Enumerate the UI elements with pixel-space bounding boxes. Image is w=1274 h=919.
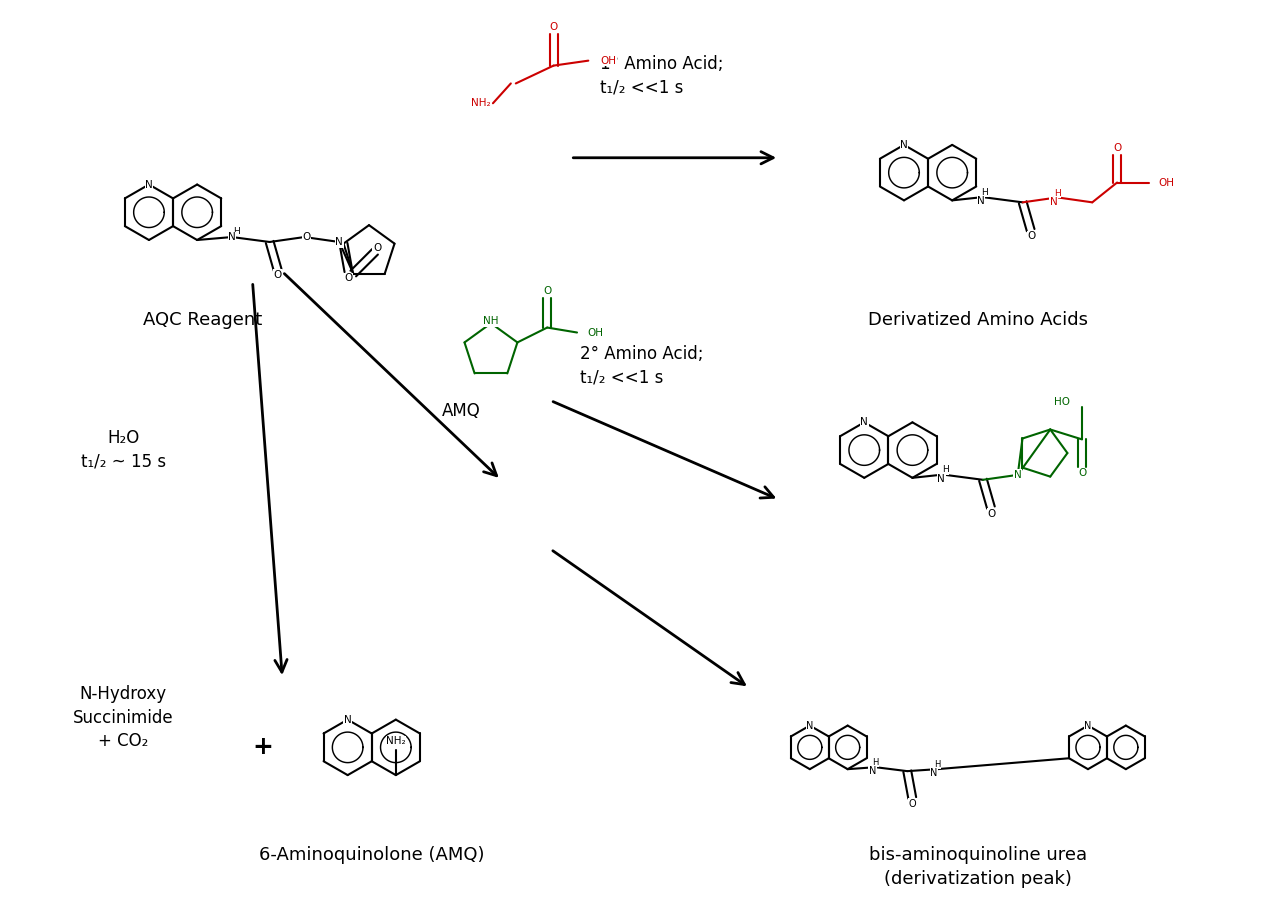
Text: OH: OH bbox=[1159, 177, 1175, 187]
Text: O: O bbox=[543, 286, 552, 296]
Text: O: O bbox=[549, 22, 558, 32]
Text: O: O bbox=[274, 269, 282, 279]
Text: bis-aminoquinoline urea
(derivatization peak): bis-aminoquinoline urea (derivatization … bbox=[869, 846, 1087, 888]
Text: O: O bbox=[908, 799, 916, 809]
Text: N: N bbox=[860, 417, 868, 427]
Text: NH₂: NH₂ bbox=[471, 98, 490, 108]
Text: O: O bbox=[1078, 468, 1087, 478]
Text: H: H bbox=[981, 188, 989, 197]
Text: N: N bbox=[930, 768, 938, 778]
Text: N-Hydroxy
Succinimide
+ CO₂: N-Hydroxy Succinimide + CO₂ bbox=[73, 685, 173, 750]
Text: O: O bbox=[1028, 231, 1036, 241]
Text: N: N bbox=[901, 140, 908, 150]
Text: N: N bbox=[228, 232, 236, 242]
Text: 2° Amino Acid;
t₁/₂ <<1 s: 2° Amino Acid; t₁/₂ <<1 s bbox=[581, 345, 703, 387]
Text: H₂O
t₁/₂ ~ 15 s: H₂O t₁/₂ ~ 15 s bbox=[80, 429, 166, 471]
Text: Derivatized Amino Acids: Derivatized Amino Acids bbox=[868, 312, 1088, 329]
Text: O: O bbox=[373, 243, 381, 253]
Text: O: O bbox=[344, 273, 353, 283]
Text: N: N bbox=[1014, 470, 1022, 480]
Text: O: O bbox=[987, 508, 996, 518]
Text: O: O bbox=[1113, 142, 1121, 153]
Text: OH: OH bbox=[587, 327, 603, 337]
Text: N: N bbox=[335, 237, 343, 247]
Text: N: N bbox=[977, 197, 985, 207]
Text: +: + bbox=[252, 735, 273, 759]
Text: N: N bbox=[938, 474, 945, 483]
Text: 1° Amino Acid;
t₁/₂ <<1 s: 1° Amino Acid; t₁/₂ <<1 s bbox=[600, 55, 724, 96]
Text: H: H bbox=[934, 760, 940, 768]
Text: N: N bbox=[145, 179, 153, 189]
Text: N: N bbox=[1050, 198, 1057, 208]
Text: H: H bbox=[873, 758, 879, 766]
Text: NH₂: NH₂ bbox=[386, 736, 405, 746]
Text: N: N bbox=[869, 766, 877, 777]
Text: N: N bbox=[344, 715, 352, 724]
Text: H: H bbox=[941, 465, 949, 474]
Text: AQC Reagent: AQC Reagent bbox=[143, 312, 262, 329]
Text: AMQ: AMQ bbox=[442, 403, 480, 420]
Text: 6-Aminoquinolone (AMQ): 6-Aminoquinolone (AMQ) bbox=[259, 846, 484, 865]
Text: O: O bbox=[302, 232, 311, 242]
Text: NH: NH bbox=[483, 316, 498, 326]
Text: N: N bbox=[806, 720, 814, 731]
Text: H: H bbox=[1054, 189, 1061, 198]
Text: OH: OH bbox=[600, 56, 617, 65]
Text: N: N bbox=[1084, 720, 1092, 731]
Text: HO: HO bbox=[1054, 397, 1070, 407]
Text: H: H bbox=[233, 227, 241, 235]
